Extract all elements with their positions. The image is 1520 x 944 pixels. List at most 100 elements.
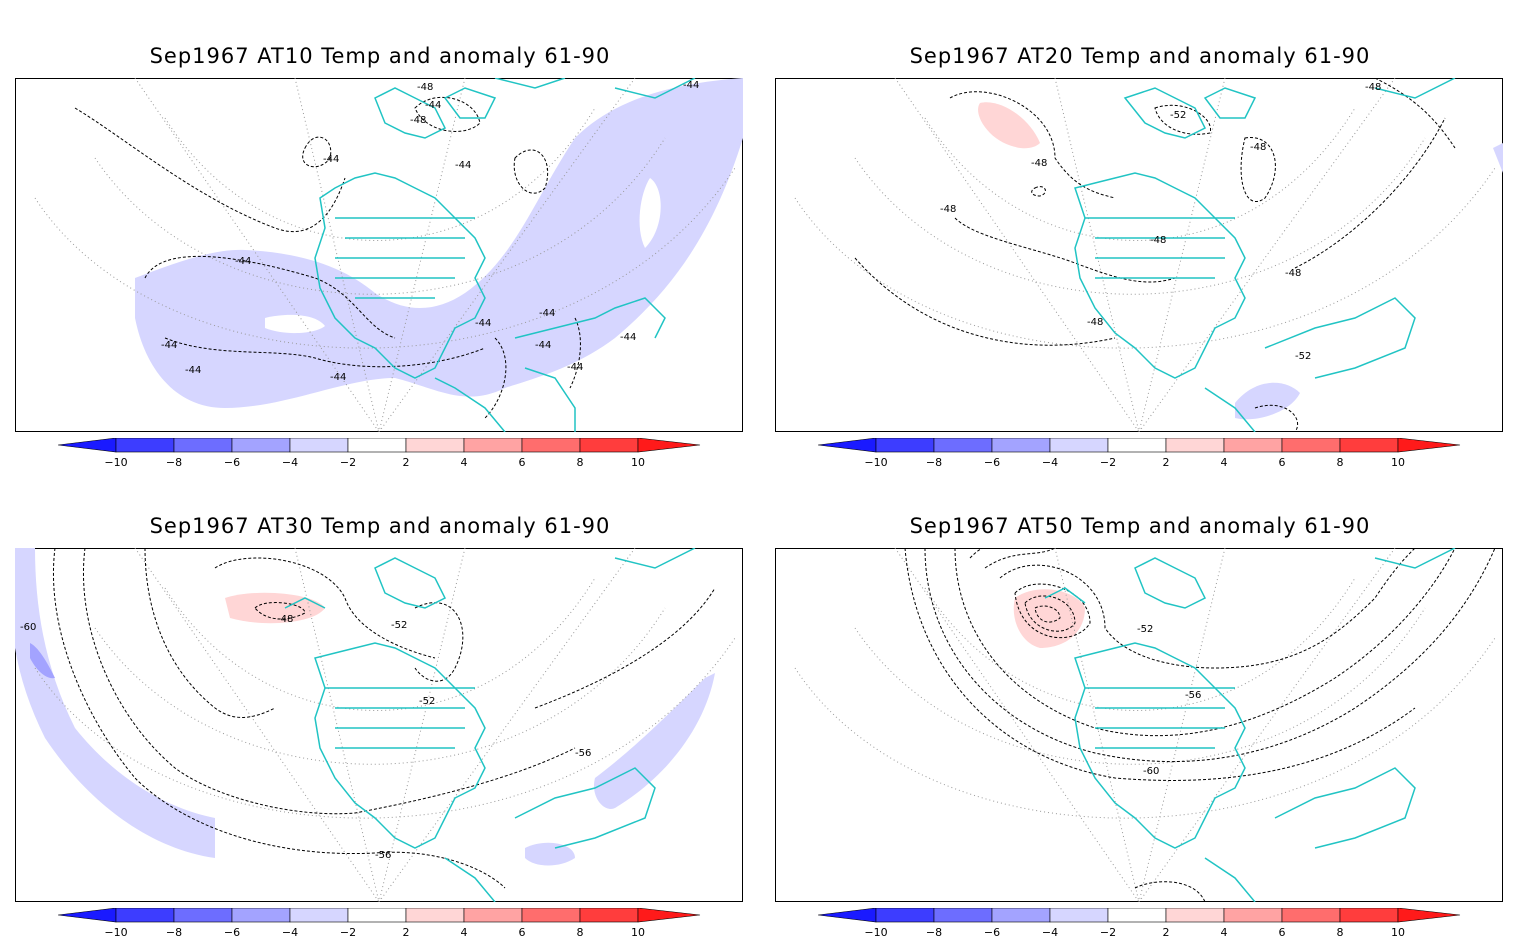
svg-text:−4: −4 <box>282 456 298 469</box>
svg-text:4: 4 <box>1221 926 1228 939</box>
map: -48 -52 -48 -48 -48 -48 -48 -48 -52 <box>775 78 1503 432</box>
colorbar-swatches <box>817 437 1461 453</box>
svg-text:−8: −8 <box>926 456 942 469</box>
graticule <box>794 548 1496 902</box>
svg-text:-56: -56 <box>1185 690 1201 701</box>
coastlines <box>314 78 696 432</box>
panel-at20: Sep1967 AT20 Temp and anomaly 61-90 <box>760 0 1520 470</box>
svg-text:−4: −4 <box>1042 456 1058 469</box>
panel-at50: Sep1967 AT50 Temp and anomaly 61-90 <box>760 470 1520 940</box>
svg-text:−10: −10 <box>104 456 127 469</box>
svg-text:−4: −4 <box>282 926 298 939</box>
graticule <box>34 78 736 432</box>
svg-text:-48: -48 <box>1365 82 1381 93</box>
colorbar-swatches <box>57 907 701 923</box>
panel-title: Sep1967 AT30 Temp and anomaly 61-90 <box>149 514 611 538</box>
svg-text:-44: -44 <box>425 100 441 111</box>
svg-text:−2: −2 <box>340 456 356 469</box>
svg-text:−4: −4 <box>1042 926 1058 939</box>
svg-text:-44: -44 <box>683 80 699 91</box>
anomaly-shading <box>978 102 1503 420</box>
svg-text:-52: -52 <box>1170 110 1186 121</box>
svg-text:-48: -48 <box>410 115 426 126</box>
svg-text:−8: −8 <box>166 926 182 939</box>
contour-labels: -48 -44 -48 -44 -44 -44 -44 -44 -44 -44 … <box>161 80 699 383</box>
svg-text:-44: -44 <box>620 332 636 343</box>
svg-text:6: 6 <box>1279 926 1286 939</box>
anomaly-shading <box>1013 589 1085 648</box>
svg-text:10: 10 <box>631 456 645 469</box>
svg-text:6: 6 <box>519 926 526 939</box>
coastlines <box>1044 548 1456 902</box>
map: -60 -48 -52 -52 -56 -56 <box>15 548 743 902</box>
svg-text:-48: -48 <box>277 614 293 625</box>
colorbar-swatches <box>817 907 1461 923</box>
panel-title: Sep1967 AT20 Temp and anomaly 61-90 <box>909 44 1371 68</box>
svg-text:6: 6 <box>1279 456 1286 469</box>
svg-text:−10: −10 <box>864 926 887 939</box>
graticule <box>34 548 736 902</box>
svg-text:6: 6 <box>519 456 526 469</box>
svg-text:-44: -44 <box>455 160 471 171</box>
panel-title: Sep1967 AT50 Temp and anomaly 61-90 <box>909 514 1371 538</box>
svg-text:-44: -44 <box>161 340 177 351</box>
contour-labels: -52 -56 -60 <box>1137 624 1201 777</box>
svg-text:2: 2 <box>1163 926 1170 939</box>
svg-text:−10: −10 <box>104 926 127 939</box>
map: -52 -56 -60 <box>775 548 1503 902</box>
svg-text:-48: -48 <box>1150 235 1166 246</box>
svg-text:−6: −6 <box>984 926 1000 939</box>
colorbar: −10 −8 −6 −4 −2 2 4 6 8 10 <box>817 437 1468 470</box>
svg-text:-52: -52 <box>391 620 407 631</box>
svg-text:4: 4 <box>461 456 468 469</box>
contour-labels: -48 -52 -48 -48 -48 -48 -48 -48 -52 <box>940 82 1381 362</box>
svg-text:-48: -48 <box>940 204 956 215</box>
svg-text:-48: -48 <box>1285 268 1301 279</box>
panel-title: Sep1967 AT10 Temp and anomaly 61-90 <box>149 44 611 68</box>
svg-text:-60: -60 <box>1143 766 1159 777</box>
svg-text:−2: −2 <box>1100 456 1116 469</box>
colorbar: −10 −8 −6 −4 −2 2 4 6 8 10 <box>817 907 1468 940</box>
svg-text:-52: -52 <box>419 696 435 707</box>
coastlines <box>1074 78 1456 432</box>
colorbar-tick-labels: −10 −8 −6 −4 −2 2 4 6 8 10 <box>104 926 645 939</box>
svg-text:−2: −2 <box>340 926 356 939</box>
svg-text:8: 8 <box>577 456 584 469</box>
svg-text:8: 8 <box>1337 456 1344 469</box>
contours <box>74 96 581 419</box>
map: -48 -44 -48 -44 -44 -44 -44 -44 -44 -44 … <box>15 78 743 432</box>
svg-text:−6: −6 <box>224 926 240 939</box>
contour-labels: -60 -48 -52 -52 -56 -56 <box>20 614 591 861</box>
svg-text:10: 10 <box>1391 926 1405 939</box>
panel-at30: Sep1967 AT30 Temp and anomaly 61-90 <box>0 470 760 940</box>
svg-text:-48: -48 <box>1250 142 1266 153</box>
coastlines <box>284 548 696 902</box>
svg-text:4: 4 <box>1221 456 1228 469</box>
svg-text:-44: -44 <box>185 365 201 376</box>
svg-text:-56: -56 <box>575 748 591 759</box>
colorbar: −10 −8 −6 −4 −2 2 4 6 8 10 <box>57 907 708 940</box>
svg-text:2: 2 <box>403 926 410 939</box>
svg-text:-44: -44 <box>567 362 583 373</box>
svg-text:2: 2 <box>1163 456 1170 469</box>
svg-text:−6: −6 <box>984 456 1000 469</box>
svg-text:8: 8 <box>1337 926 1344 939</box>
svg-text:−2: −2 <box>1100 926 1116 939</box>
svg-text:4: 4 <box>461 926 468 939</box>
svg-text:2: 2 <box>403 456 410 469</box>
colorbar-tick-labels: −10 −8 −6 −4 −2 2 4 6 8 10 <box>864 456 1405 469</box>
svg-text:-48: -48 <box>1087 317 1103 328</box>
colorbar-tick-labels: −10 −8 −6 −4 −2 2 4 6 8 10 <box>864 926 1405 939</box>
svg-text:10: 10 <box>631 926 645 939</box>
contours <box>52 548 716 889</box>
graticule <box>794 78 1496 432</box>
panel-at10: Sep1967 AT10 Temp and anomaly 61-90 <box>0 0 760 470</box>
svg-text:-44: -44 <box>330 372 346 383</box>
svg-text:−8: −8 <box>166 456 182 469</box>
svg-text:-44: -44 <box>539 308 555 319</box>
contours <box>904 548 1496 902</box>
svg-text:-48: -48 <box>417 82 433 93</box>
svg-text:−8: −8 <box>926 926 942 939</box>
svg-text:−6: −6 <box>224 456 240 469</box>
svg-text:-48: -48 <box>1031 158 1047 169</box>
